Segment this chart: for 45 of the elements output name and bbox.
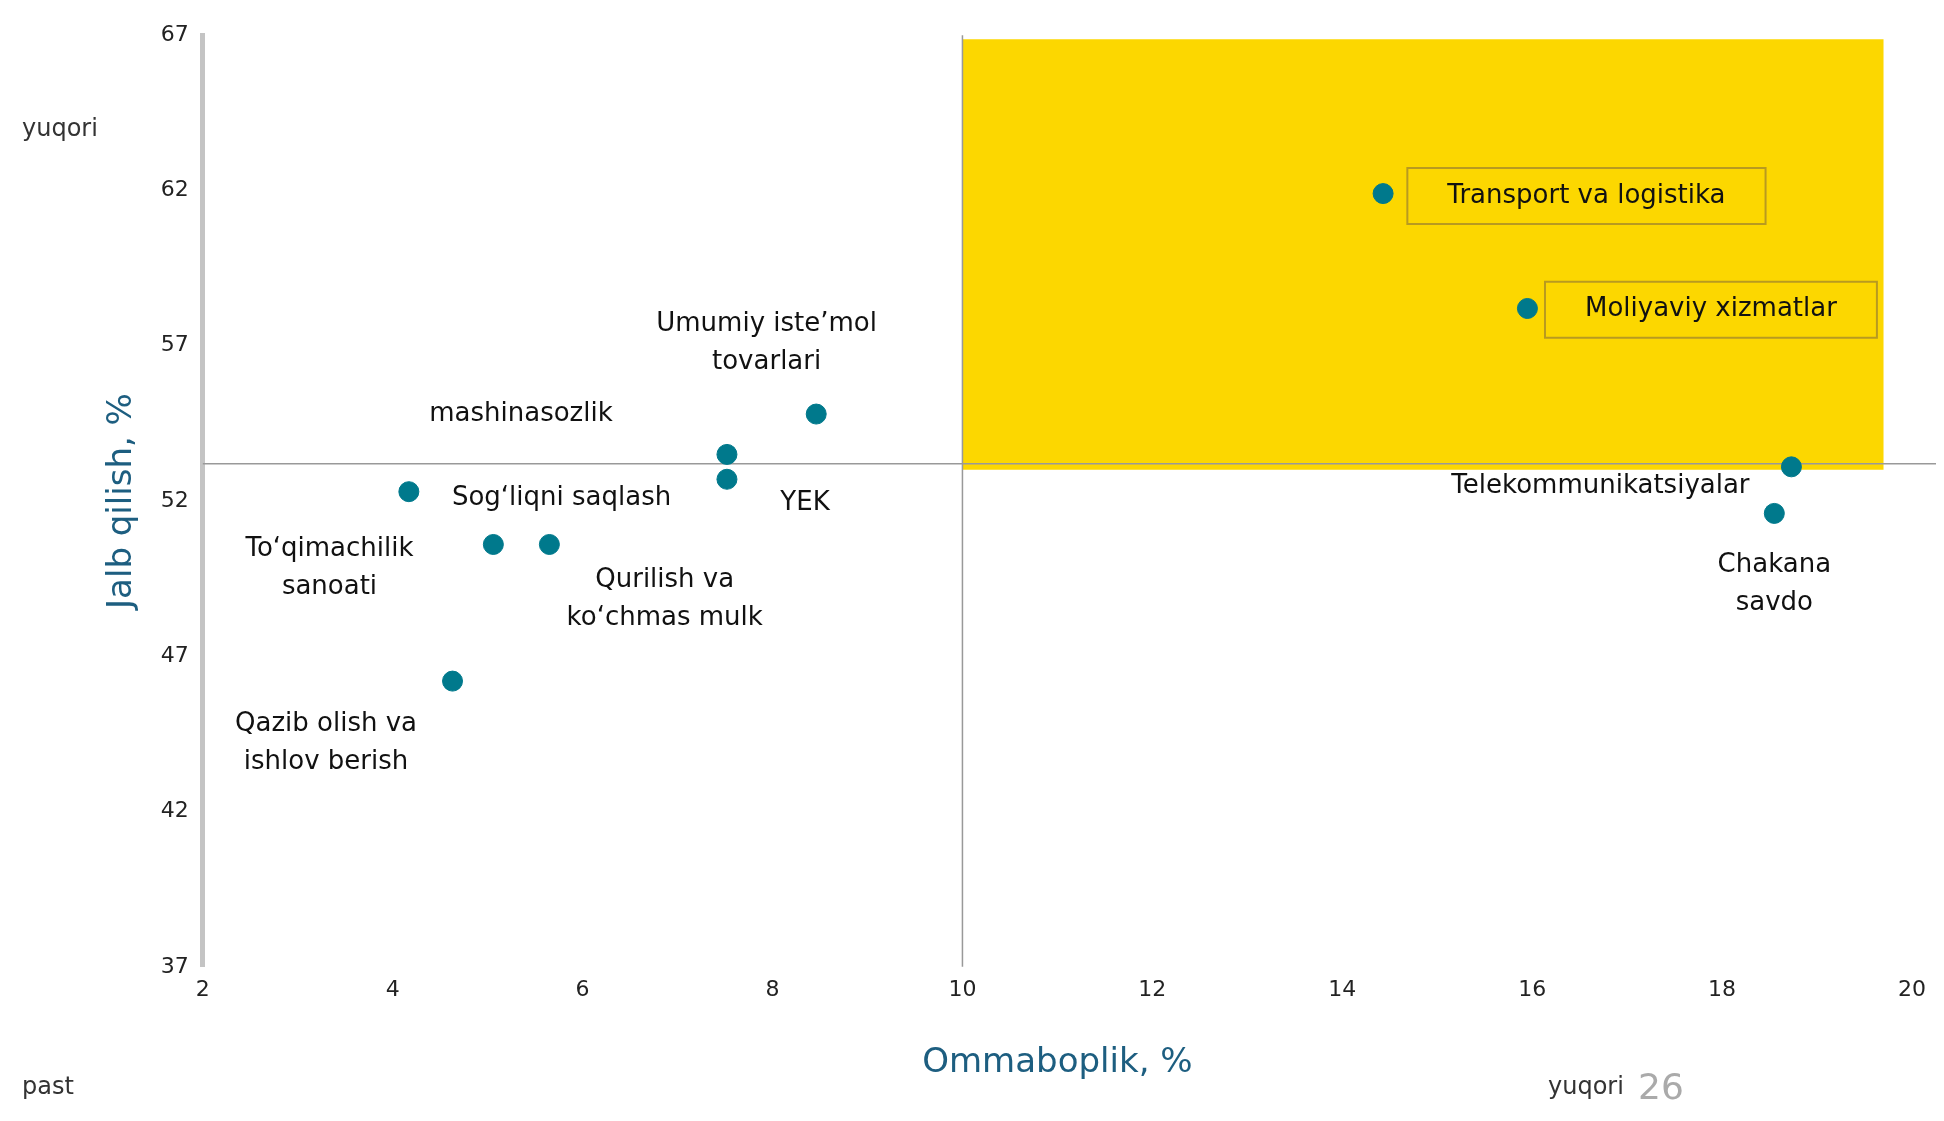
y-axis-title: Jalb qilish, % bbox=[99, 393, 140, 611]
text: past bbox=[22, 1072, 74, 1101]
x-tick-label: 8 bbox=[765, 975, 780, 1001]
text: yuqori bbox=[1548, 1072, 1624, 1101]
y-tick-label: 67 bbox=[160, 20, 189, 46]
point bbox=[805, 403, 827, 425]
x-tick-label: 16 bbox=[1518, 975, 1547, 1001]
point bbox=[1516, 297, 1538, 319]
y-tick-label: 57 bbox=[160, 331, 189, 357]
x-tick-label: 14 bbox=[1328, 975, 1357, 1001]
annotation: Moliyaviy xizmatlar bbox=[1584, 292, 1838, 323]
annotation: Qazib olish va ishlov berish bbox=[235, 706, 418, 775]
annotation: Sog‘liqni saqlash bbox=[451, 481, 672, 512]
point bbox=[1780, 456, 1802, 478]
y-tick-label: 37 bbox=[160, 952, 189, 978]
x-axis-title: Ommaboplik, % bbox=[922, 1040, 1193, 1081]
point bbox=[398, 481, 420, 503]
annotation: To‘qimachilik sanoati bbox=[244, 532, 414, 601]
x-tick-label: 2 bbox=[195, 975, 210, 1001]
annotation: YEK bbox=[779, 485, 831, 516]
x-tick-label: 20 bbox=[1898, 975, 1926, 1001]
point bbox=[1372, 183, 1394, 205]
x-tick-label: 12 bbox=[1138, 975, 1167, 1001]
y-tick-label: 52 bbox=[160, 486, 189, 512]
x-tick-label: 4 bbox=[385, 975, 400, 1001]
annotation: Umumiy iste’mol tovarlari bbox=[656, 307, 877, 376]
y-tick-label: 42 bbox=[160, 797, 189, 823]
y-tick-label: 62 bbox=[160, 176, 189, 202]
annotation: Telekommunikatsiyalar bbox=[1450, 469, 1750, 500]
point bbox=[716, 468, 738, 490]
point bbox=[1763, 502, 1785, 524]
x-tick-label: 6 bbox=[575, 975, 590, 1001]
annotation: mashinasozlik bbox=[429, 396, 613, 427]
text: 26 bbox=[1638, 1066, 1684, 1108]
y-tick-label: 47 bbox=[160, 641, 189, 667]
annotation: Qurilish va ko‘chmas mulk bbox=[566, 562, 763, 631]
point bbox=[482, 533, 504, 555]
point bbox=[538, 533, 560, 555]
annotation: Transport va logistika bbox=[1446, 178, 1726, 209]
point bbox=[716, 443, 738, 465]
point bbox=[442, 670, 464, 692]
x-tick-label: 10 bbox=[948, 975, 977, 1001]
text: yuqori bbox=[22, 114, 98, 143]
annotation: Chakana savdo bbox=[1717, 547, 1832, 616]
x-tick-label: 18 bbox=[1708, 975, 1737, 1001]
